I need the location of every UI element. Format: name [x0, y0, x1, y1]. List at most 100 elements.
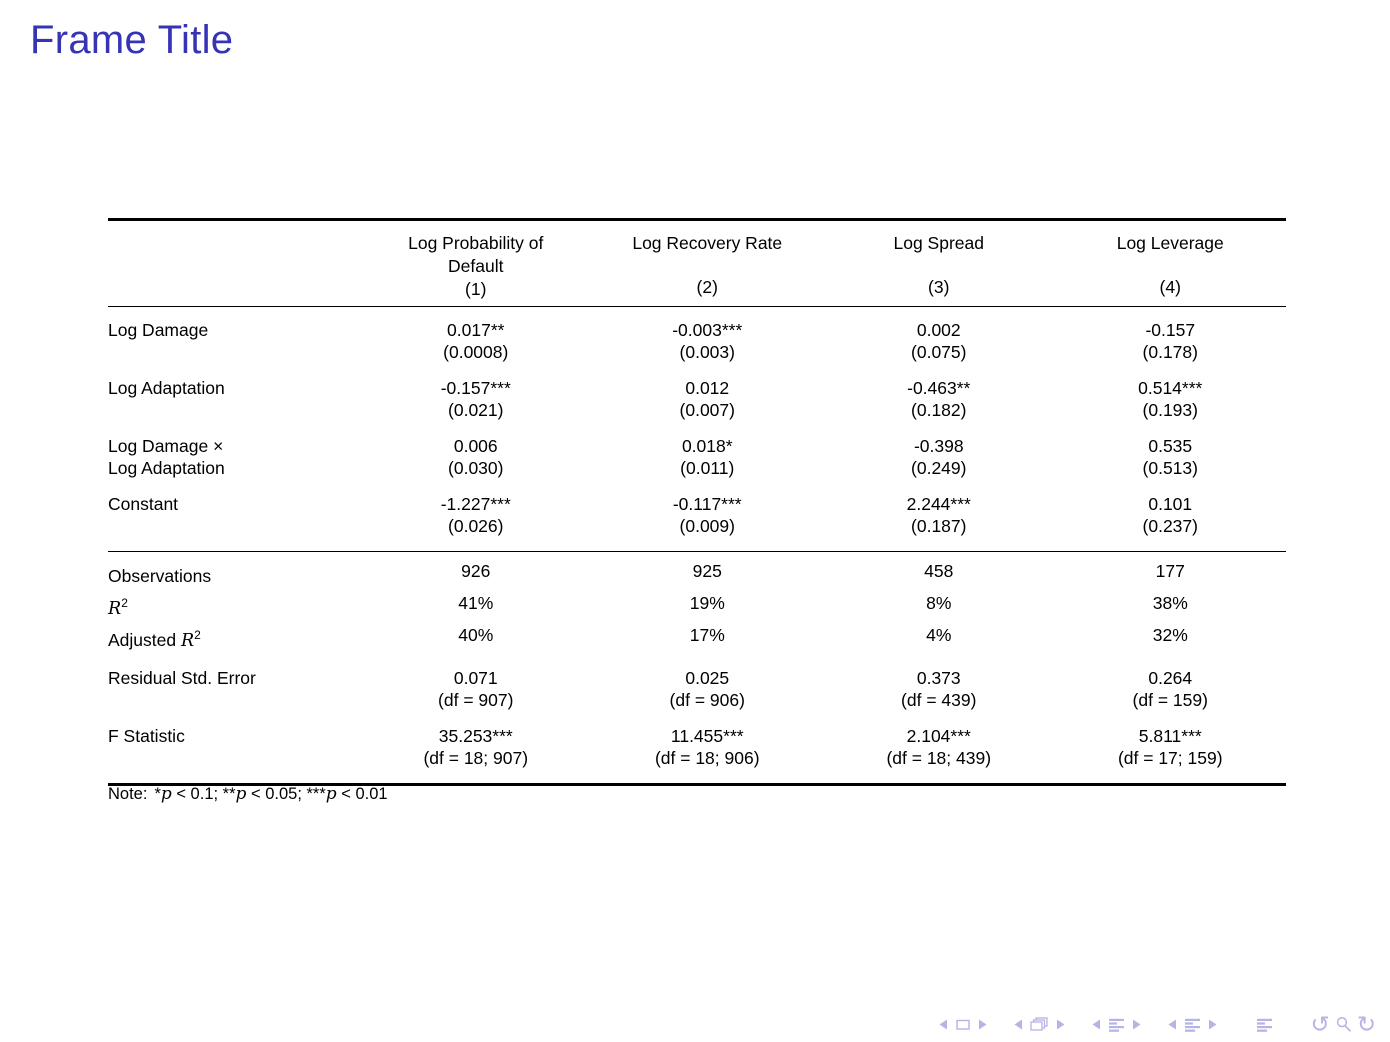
row-label: R2 [108, 595, 128, 619]
table-row: Adjusted R2 40% 17% 4% 32% [108, 622, 1286, 654]
coefficient-section: Log Damage 0.017** -0.003*** 0.002 -0.15… [108, 307, 1286, 552]
stat-cell: 38% [1152, 592, 1188, 613]
stat-cell: 11.455*** [670, 726, 744, 747]
coef-cell: -0.398 [913, 436, 964, 456]
se-cell: (0.030) [448, 458, 504, 478]
back-history-icon[interactable]: ↺ [1310, 1011, 1330, 1038]
coef-cell: -0.117*** [672, 494, 742, 514]
stat-cell: 0.373 [916, 668, 961, 689]
stat-cell: 32% [1152, 624, 1188, 645]
stat-cell: 17% [689, 624, 725, 645]
header-col-1: Log Probability of Default (1) [360, 220, 592, 307]
stat-cell: 4% [926, 624, 952, 645]
forward-history-icon[interactable]: ↻ [1356, 1011, 1376, 1038]
table-row: R2 41% 19% 8% 38% [108, 590, 1286, 622]
prev-subsection-icon[interactable] [1166, 1018, 1179, 1031]
stat-cell: 8% [926, 592, 952, 613]
table-row: Log Damage 0.017** -0.003*** 0.002 -0.15… [108, 307, 1286, 342]
stat-cell: 19% [689, 592, 725, 613]
se-cell: (0.011) [680, 458, 735, 478]
frame-icon[interactable] [955, 1018, 971, 1031]
header-col-2: Log Recovery Rate (2) [592, 220, 824, 307]
significance-note: Note: *p < 0.1; **p < 0.05; ***p < 0.01 [108, 784, 388, 804]
df-cell: (df = 159) [1132, 690, 1208, 711]
frame-title: Frame Title [30, 18, 234, 62]
document-nav-group [1256, 1018, 1273, 1032]
overlay-frames-icon[interactable] [1030, 1017, 1049, 1032]
se-cell: (0.249) [911, 458, 967, 478]
subsection-toc-icon[interactable] [1184, 1018, 1201, 1032]
coef-cell: 0.018* [681, 436, 733, 456]
next-frame-icon[interactable] [976, 1018, 989, 1031]
next-overlay-icon[interactable] [1054, 1018, 1067, 1031]
next-section-icon[interactable] [1130, 1018, 1143, 1031]
coef-cell: -1.227*** [440, 494, 511, 514]
table-row: Constant -1.227*** -0.117*** 2.244*** 0.… [108, 493, 1286, 515]
row-label: Constant [108, 494, 179, 514]
se-cell: (0.021) [448, 400, 504, 420]
next-subsection-icon[interactable] [1206, 1018, 1219, 1031]
coef-cell: 0.535 [1148, 436, 1193, 456]
df-cell: (df = 906) [669, 690, 745, 711]
statistics-section: Observations 926 925 458 177 R2 41% 19% … [108, 552, 1286, 785]
column-number: (4) [1159, 277, 1181, 297]
search-icon[interactable] [1335, 1016, 1352, 1033]
table-row: Observations 926 925 458 177 [108, 552, 1286, 590]
df-cell: (df = 18; 439) [886, 748, 992, 769]
document-toc-icon[interactable] [1256, 1018, 1273, 1032]
stat-cell: 0.264 [1148, 668, 1193, 689]
se-cell: (0.178) [1142, 342, 1198, 362]
header-row: Log Probability of Default (1) Log Recov… [108, 220, 1286, 307]
row-label: Adjusted R2 [108, 627, 201, 651]
header-col-3: Log Spread (3) [823, 220, 1055, 307]
stat-cell: 40% [458, 624, 494, 645]
coef-cell: 0.012 [685, 378, 730, 398]
prev-section-icon[interactable] [1090, 1018, 1103, 1031]
column-title: Log Leverage [1116, 233, 1224, 253]
regression-table: Log Probability of Default (1) Log Recov… [108, 218, 1286, 786]
df-cell: (df = 439) [901, 690, 977, 711]
row-label: F Statistic [108, 726, 185, 747]
row-label-line2 [108, 689, 360, 725]
table-row: (df = 18; 907) (df = 18; 906) (df = 18; … [108, 747, 1286, 785]
stat-cell: 458 [924, 561, 954, 581]
coef-cell: 0.006 [453, 436, 498, 456]
row-label-line2 [108, 515, 360, 552]
column-number: (2) [696, 277, 718, 297]
stat-cell: 41% [458, 592, 494, 613]
table-header: Log Probability of Default (1) Log Recov… [108, 219, 1286, 307]
stat-cell: 0.071 [453, 668, 498, 689]
stat-cell: 35.253*** [438, 726, 513, 747]
table-row: Log Adaptation -0.157*** 0.012 -0.463** … [108, 377, 1286, 399]
table-row: Residual Std. Error 0.071 0.025 0.373 0.… [108, 667, 1286, 689]
history-search-group: ↺ ↻ [1310, 1011, 1376, 1038]
overlay-nav-group [1012, 1017, 1067, 1032]
row-label: Log Damage × [108, 436, 224, 456]
row-label: Log Damage [108, 320, 209, 340]
table-row: F Statistic 35.253*** 11.455*** 2.104***… [108, 725, 1286, 747]
stat-cell: 926 [461, 561, 491, 581]
se-cell: (0.075) [911, 342, 967, 362]
section-toc-icon[interactable] [1108, 1018, 1125, 1032]
table-row: (0.021) (0.007) (0.182) (0.193) [108, 399, 1286, 435]
coef-cell: -0.003*** [672, 320, 743, 340]
header-empty-cell [108, 220, 360, 307]
table-row: Log Damage × 0.006 0.018* -0.398 0.535 [108, 435, 1286, 457]
column-number: (3) [928, 277, 950, 297]
coef-cell: 0.101 [1148, 494, 1193, 514]
df-cell: (df = 18; 907) [423, 748, 529, 769]
se-cell: (0.007) [679, 400, 735, 420]
column-title: Log Probability of Default [408, 233, 544, 276]
coef-cell: 0.017** [447, 320, 505, 340]
df-cell: (df = 907) [438, 690, 514, 711]
stat-cell: 5.811*** [1138, 726, 1202, 747]
table-row: Log Adaptation (0.030) (0.011) (0.249) (… [108, 457, 1286, 493]
prev-overlay-icon[interactable] [1012, 1018, 1025, 1031]
frame-nav-group [937, 1018, 989, 1031]
section-nav-group [1090, 1018, 1143, 1032]
column-title: Log Spread [893, 233, 985, 253]
column-number: (1) [465, 279, 487, 299]
prev-frame-icon[interactable] [937, 1018, 950, 1031]
row-label-line2 [108, 747, 360, 785]
stat-cell: 0.025 [685, 668, 730, 689]
